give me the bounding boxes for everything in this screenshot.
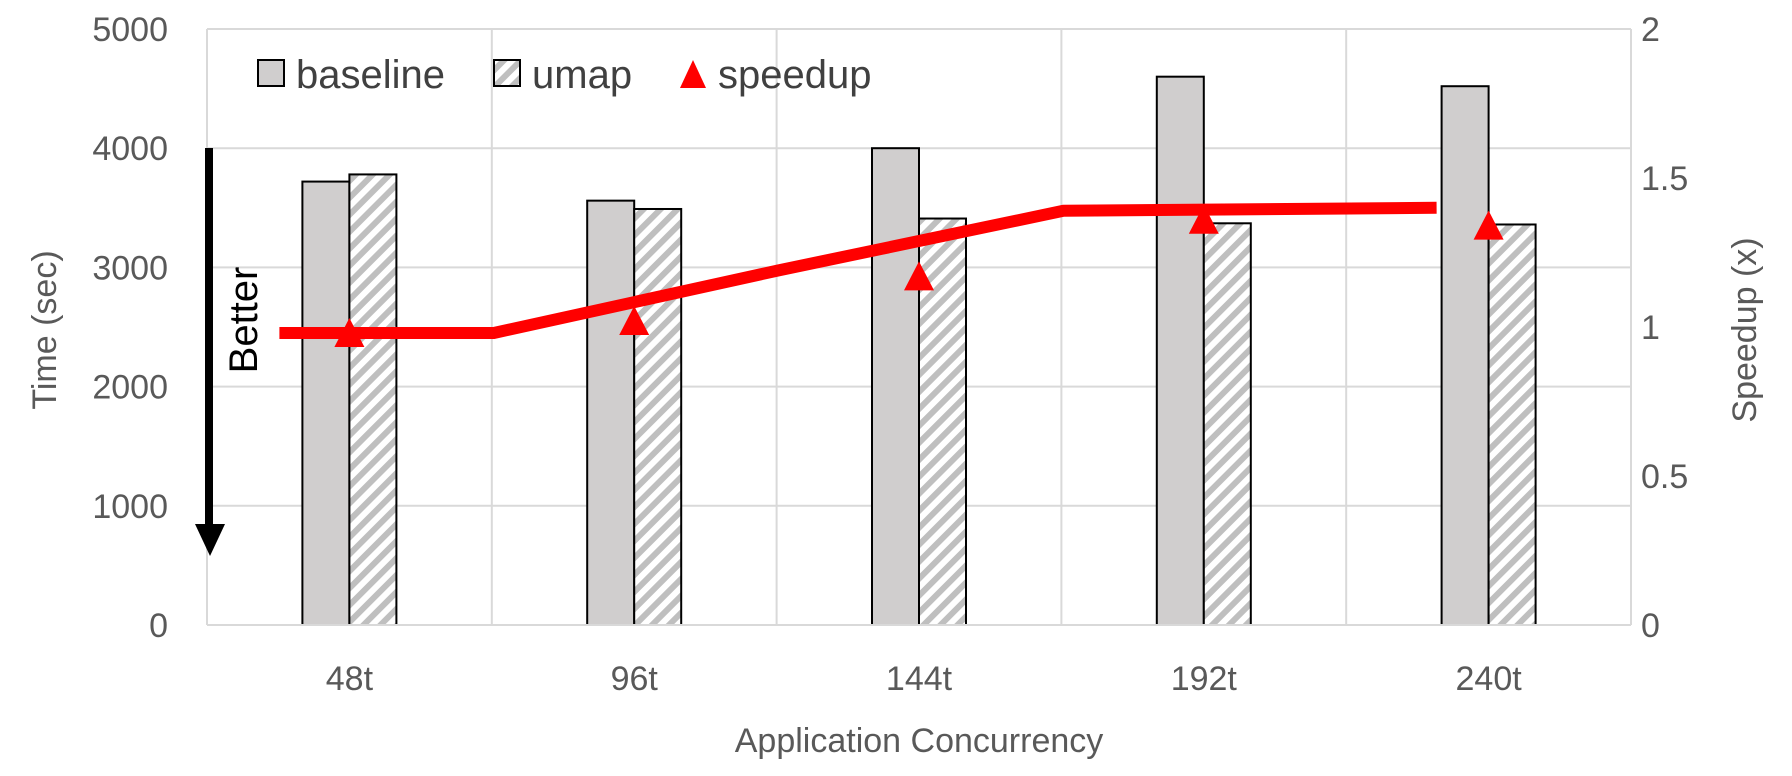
speedup-trend-line bbox=[279, 201, 1437, 339]
x-tick-label: 96t bbox=[611, 660, 659, 698]
bar-umap bbox=[348, 173, 398, 626]
better-annotation: Better bbox=[195, 148, 266, 556]
y-tick-label: 2000 bbox=[92, 369, 168, 407]
better-label: Better bbox=[222, 267, 266, 374]
y-tick-label: 5000 bbox=[92, 11, 168, 49]
y2-axis-title: Speedup (x) bbox=[1726, 237, 1764, 422]
speedup-point bbox=[904, 261, 934, 291]
y-tick-label: 4000 bbox=[92, 130, 168, 168]
speedup-point bbox=[619, 306, 650, 336]
bar-baseline bbox=[871, 147, 920, 626]
x-tick-label: 240t bbox=[1456, 660, 1523, 698]
bar-baseline bbox=[1155, 75, 1205, 627]
x-tick-label: 192t bbox=[1171, 660, 1238, 698]
bar-umap bbox=[1202, 222, 1252, 627]
legend-baseline-label: baseline bbox=[296, 53, 445, 97]
x-tick-label: 48t bbox=[326, 660, 374, 698]
y-axis-title: Time (sec) bbox=[26, 250, 64, 409]
bar-umap bbox=[1487, 223, 1537, 626]
better-arrow-head bbox=[195, 524, 225, 556]
bar-group bbox=[301, 75, 1537, 627]
x-axis-title: Application Concurrency bbox=[735, 722, 1104, 760]
legend: baseline umap speedup bbox=[257, 53, 871, 97]
x-tick-label: 144t bbox=[886, 660, 953, 698]
legend-umap-swatch bbox=[493, 59, 521, 87]
speedup-point bbox=[1188, 204, 1219, 234]
bar-baseline bbox=[301, 180, 351, 627]
y2-tick-label: 1.5 bbox=[1641, 160, 1688, 198]
bar-umap bbox=[633, 207, 683, 626]
y2-tick-label: 0 bbox=[1641, 607, 1660, 645]
axes: 0 1000 2000 3000 4000 5000 0 0.5 1 1.5 2 48t 96t 144t… bbox=[92, 11, 1688, 698]
legend-speedup-label: speedup bbox=[718, 53, 871, 97]
y-tick-label: 3000 bbox=[92, 249, 168, 287]
speedup-line-group bbox=[279, 201, 1437, 339]
speedup-point bbox=[1473, 210, 1504, 240]
y2-tick-label: 1 bbox=[1641, 309, 1660, 347]
legend-speedup-marker bbox=[680, 60, 706, 88]
y-tick-label: 0 bbox=[149, 607, 168, 645]
speedup-markers bbox=[334, 204, 1504, 347]
legend-umap-label: umap bbox=[532, 53, 632, 97]
legend-baseline-swatch bbox=[257, 59, 285, 87]
y2-tick-label: 0.5 bbox=[1641, 458, 1688, 496]
bar-baseline bbox=[586, 199, 636, 626]
y2-tick-label: 2 bbox=[1641, 11, 1660, 49]
speedup-point bbox=[334, 317, 365, 347]
better-arrow-shaft bbox=[205, 148, 213, 536]
y-tick-label: 1000 bbox=[92, 488, 168, 526]
bar-baseline bbox=[1440, 85, 1490, 626]
